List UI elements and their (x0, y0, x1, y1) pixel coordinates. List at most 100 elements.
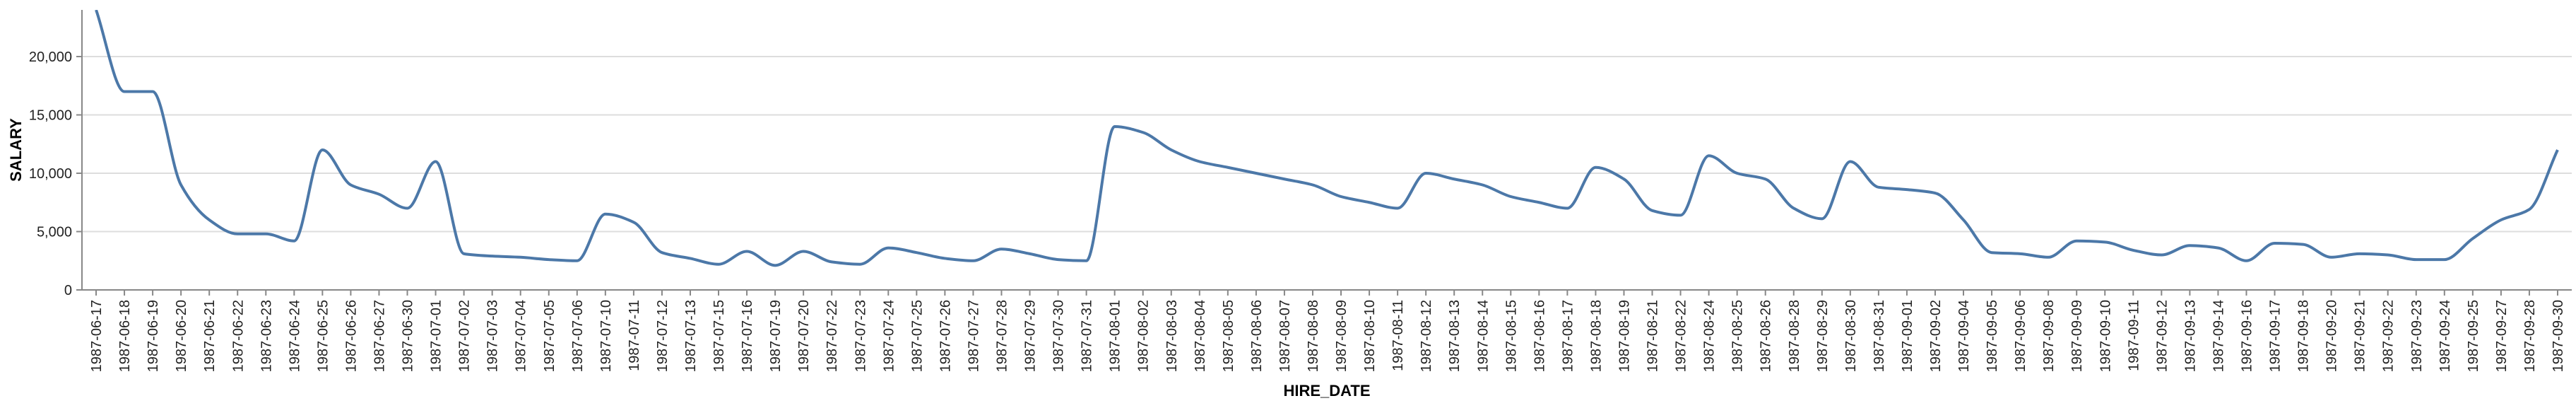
data-point (1707, 153, 1711, 158)
data-point (1141, 130, 1145, 134)
data-point (547, 257, 551, 262)
x-tick-label: 1987-06-23 (259, 300, 274, 372)
data-point (943, 256, 947, 260)
x-tick-label: 1987-09-20 (2324, 300, 2340, 372)
y-tick-label: 15,000 (29, 108, 72, 124)
data-point (1990, 250, 1994, 255)
x-tick-label: 1987-06-19 (146, 300, 161, 372)
x-tick-label: 1987-09-12 (2154, 300, 2170, 372)
y-axis-title: SALARY (7, 118, 25, 182)
data-point (2074, 239, 2079, 243)
x-tick-label: 1987-07-24 (881, 300, 897, 372)
x-tick-label: 1987-06-26 (343, 300, 359, 372)
x-tick-label: 1987-09-17 (2268, 300, 2283, 372)
data-point (1735, 171, 1739, 175)
data-point (745, 250, 749, 254)
data-point (1763, 177, 1768, 181)
data-point (716, 262, 721, 267)
x-tick-label: 1987-07-31 (1080, 300, 1095, 372)
data-point (2442, 257, 2447, 262)
x-tick-label: 1987-07-28 (994, 300, 1010, 372)
x-tick-label: 1987-09-16 (2239, 300, 2255, 372)
x-tick-label: 1987-09-11 (2126, 300, 2141, 371)
x-tick-label: 1987-07-27 (966, 300, 981, 372)
data-point (1905, 187, 1909, 192)
x-axis: 1987-06-17 1987-06-18 1987-06-19 1987-06-20… (82, 289, 2572, 372)
x-tick-label: 1987-07-10 (598, 300, 614, 372)
gridlines (82, 56, 2572, 291)
data-point (2244, 259, 2248, 263)
data-point (1367, 200, 1371, 204)
x-tick-label: 1987-08-24 (1702, 300, 1718, 372)
x-tick-label: 1987-07-22 (825, 300, 840, 372)
x-tick-label: 1987-06-22 (230, 300, 246, 372)
data-point (999, 247, 1003, 251)
x-tick-label: 1987-06-18 (117, 300, 133, 372)
x-tick-label: 1987-08-10 (1362, 300, 1378, 372)
data-point (1452, 177, 1456, 181)
data-point (1537, 200, 1541, 204)
x-tick-label: 1987-09-08 (2041, 300, 2057, 372)
x-tick-label: 1987-07-19 (768, 300, 784, 372)
x-tick-label: 1987-09-30 (2551, 300, 2566, 372)
x-tick-label: 1987-08-08 (1306, 300, 1321, 372)
x-tick-label: 1987-08-30 (1843, 300, 1859, 372)
data-point (2329, 255, 2334, 260)
x-tick-label: 1987-07-12 (655, 300, 670, 372)
data-point (1085, 259, 1089, 263)
data-point (1113, 124, 1117, 129)
x-tick-label: 1987-06-30 (401, 300, 416, 372)
series-layer (94, 8, 2559, 267)
data-point (2414, 257, 2418, 262)
data-point (2358, 252, 2362, 256)
x-tick-label: 1987-08-26 (1759, 300, 1774, 372)
data-point (2046, 255, 2050, 260)
data-point (1339, 194, 1343, 199)
y-tick-label: 20,000 (29, 49, 72, 65)
data-point (519, 255, 523, 260)
data-point (406, 206, 410, 211)
data-point (2018, 252, 2022, 256)
x-tick-label: 1987-08-04 (1193, 300, 1208, 372)
data-point (2216, 246, 2220, 250)
x-tick-label: 1987-09-21 (2353, 300, 2368, 372)
data-point (1877, 185, 1881, 190)
data-point (1679, 213, 1683, 217)
data-point (2131, 248, 2135, 252)
data-point (377, 192, 381, 197)
data-point (1593, 165, 1597, 170)
data-point (1480, 183, 1484, 187)
x-tick-label: 1987-08-16 (1532, 300, 1547, 372)
data-point (971, 259, 975, 263)
x-tick-label: 1987-09-01 (1900, 300, 1915, 372)
x-tick-label: 1987-08-09 (1334, 300, 1349, 372)
data-point (1961, 218, 1966, 222)
data-point (2386, 253, 2390, 257)
x-tick-label: 1987-09-28 (2522, 300, 2538, 372)
x-tick-label: 1987-06-25 (315, 300, 331, 372)
x-tick-label: 1987-07-23 (853, 300, 868, 372)
data-point (2471, 236, 2475, 240)
data-point (1169, 148, 1174, 152)
data-point (1226, 165, 1230, 170)
x-tick-label: 1987-08-17 (1560, 300, 1576, 372)
x-tick-label: 1987-09-22 (2381, 300, 2397, 372)
data-point (320, 148, 324, 152)
data-point (94, 8, 98, 12)
x-tick-label: 1987-06-27 (372, 300, 387, 372)
x-tick-label: 1987-09-13 (2182, 300, 2198, 372)
x-tick-label: 1987-07-06 (570, 300, 586, 372)
x-tick-label: 1987-07-05 (542, 300, 557, 372)
data-point (1820, 216, 1824, 221)
x-tick-label: 1987-08-19 (1617, 300, 1632, 372)
data-point (773, 263, 777, 267)
data-point (1565, 206, 1569, 211)
x-tick-label: 1987-07-29 (1023, 300, 1039, 372)
data-point (886, 246, 890, 250)
x-tick-label: 1987-07-11 (627, 300, 642, 371)
data-point (2527, 207, 2531, 211)
x-tick-label: 1987-09-05 (1985, 300, 2000, 372)
x-tick-label: 1987-09-25 (2466, 300, 2481, 372)
